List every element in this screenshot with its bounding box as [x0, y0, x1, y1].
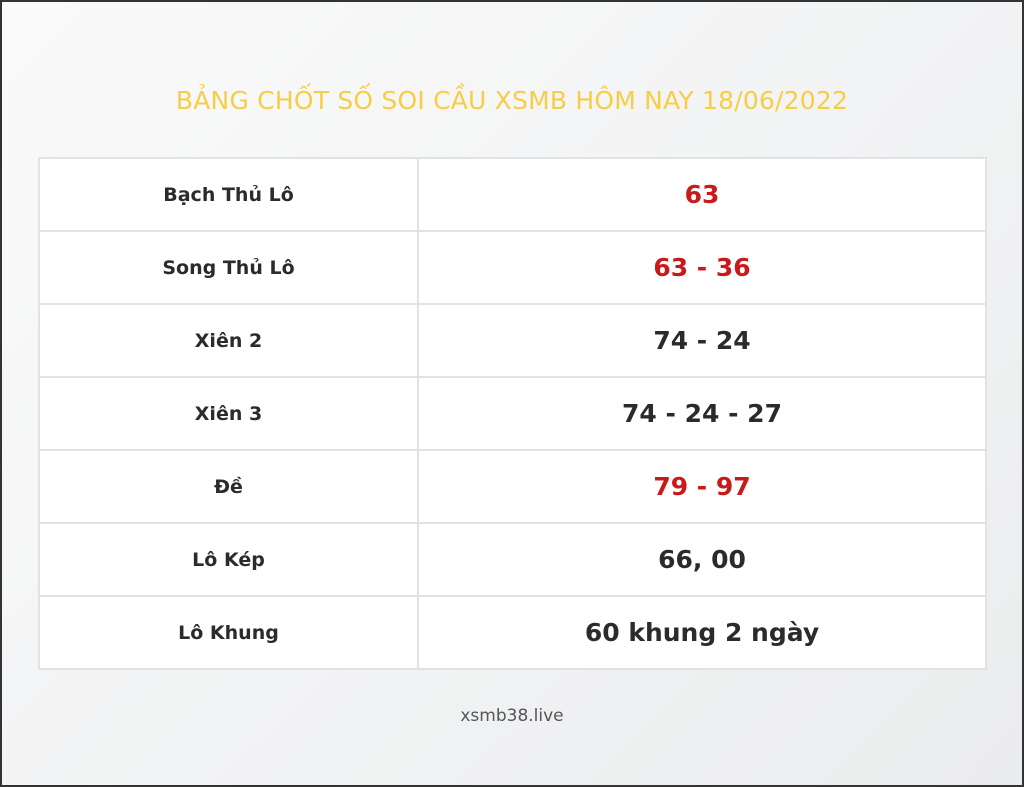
row-value: 60 khung 2 ngày — [417, 595, 987, 670]
table-row: Đề 79 - 97 — [38, 449, 987, 524]
table-row: Xiên 3 74 - 24 - 27 — [38, 376, 987, 451]
page-title: BẢNG CHỐT SỐ SOI CẦU XSMB HÔM NAY 18/06/… — [175, 86, 849, 115]
table-row: Song Thủ Lô 63 - 36 — [38, 230, 987, 305]
row-value: 79 - 97 — [417, 449, 987, 524]
row-value: 74 - 24 — [417, 303, 987, 378]
site-watermark: xsmb38.live — [460, 706, 564, 726]
row-label: Song Thủ Lô — [38, 230, 419, 305]
row-label: Đề — [38, 449, 419, 524]
row-label: Lô Kép — [38, 522, 419, 597]
row-value: 74 - 24 - 27 — [417, 376, 987, 451]
row-label: Lô Khung — [38, 595, 419, 670]
row-label: Xiên 3 — [38, 376, 419, 451]
row-value: 66, 00 — [417, 522, 987, 597]
table-row: Lô Khung 60 khung 2 ngày — [38, 595, 987, 670]
row-label: Xiên 2 — [38, 303, 419, 378]
table-row: Lô Kép 66, 00 — [38, 522, 987, 597]
prediction-table: Bạch Thủ Lô 63 Song Thủ Lô 63 - 36 Xiên 2 74 … — [38, 157, 987, 670]
row-value: 63 - 36 — [417, 230, 987, 305]
table-row: Xiên 2 74 - 24 — [38, 303, 987, 378]
row-label: Bạch Thủ Lô — [38, 157, 419, 232]
table-row: Bạch Thủ Lô 63 — [38, 157, 987, 232]
row-value: 63 — [417, 157, 987, 232]
